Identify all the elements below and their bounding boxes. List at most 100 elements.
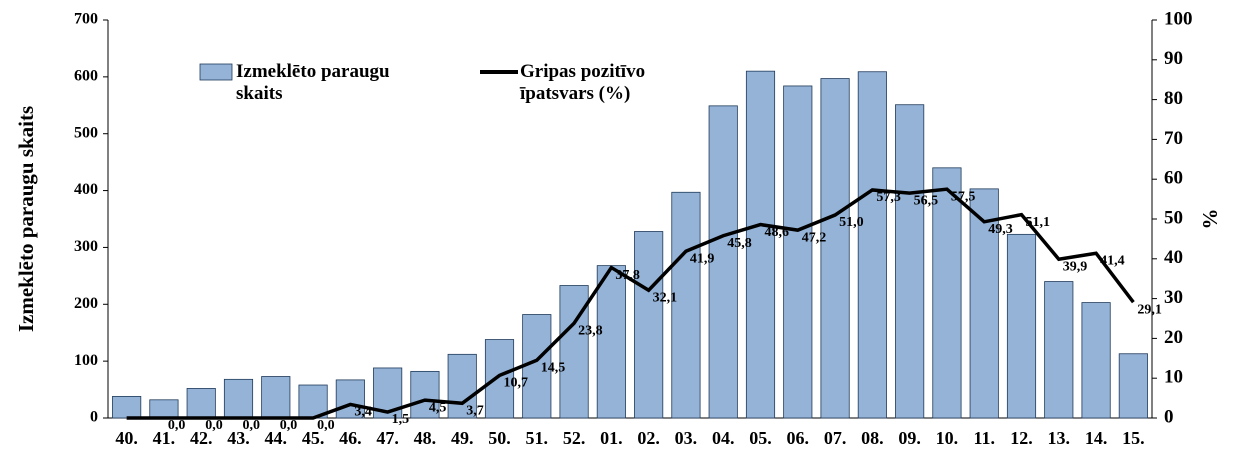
x-tick-label: 04. <box>712 428 735 448</box>
x-tick-label: 40. <box>115 428 138 448</box>
x-tick-label: 03. <box>675 428 698 448</box>
bar <box>261 376 291 419</box>
bar <box>745 70 776 419</box>
x-tick-label: 52. <box>563 428 586 448</box>
y2-tick-label: 10 <box>1164 367 1183 388</box>
y2-tick-label: 80 <box>1164 88 1183 109</box>
bar <box>298 384 328 419</box>
x-tick-label: 42. <box>190 428 213 448</box>
x-tick-label: 11. <box>973 428 995 448</box>
x-tick-label: 08. <box>861 428 884 448</box>
y2-tick-label: 0 <box>1164 406 1174 427</box>
data-label: 23,8 <box>578 323 603 338</box>
y2-tick-label: 40 <box>1164 247 1183 268</box>
bar <box>671 191 701 419</box>
data-label: 37,8 <box>615 268 640 283</box>
bar <box>783 85 813 419</box>
y-tick-label: 200 <box>74 295 98 312</box>
bar <box>1044 281 1074 419</box>
bar <box>969 188 999 419</box>
bar <box>708 105 738 419</box>
data-label: 51,1 <box>1026 215 1051 230</box>
data-label: 48,6 <box>765 225 790 240</box>
x-tick-label: 47. <box>376 428 399 448</box>
bar <box>223 378 254 419</box>
bar <box>932 167 962 419</box>
bar <box>186 388 216 419</box>
x-tick-label: 09. <box>898 428 921 448</box>
data-label: 3,4 <box>354 405 372 420</box>
data-label: 0,0 <box>205 418 223 433</box>
x-tick-label: 06. <box>787 428 810 448</box>
data-label: 0,0 <box>243 418 261 433</box>
y-tick-label: 600 <box>74 68 98 85</box>
data-label: 57,5 <box>951 189 976 204</box>
bar <box>335 379 365 419</box>
legend-swatch-bar <box>199 63 233 81</box>
line <box>126 187 1135 420</box>
x-tick-label: 51. <box>526 428 549 448</box>
data-label: 57,3 <box>876 190 901 205</box>
x-tick-label: 46. <box>339 428 362 448</box>
bar <box>112 395 142 419</box>
y2-axis-label: % <box>1198 209 1222 230</box>
x-tick-label: 41. <box>153 428 176 448</box>
data-label: 45,8 <box>727 236 752 251</box>
data-label: 29,1 <box>1137 302 1162 317</box>
y2-tick-label: 20 <box>1164 327 1183 348</box>
x-tick-label: 05. <box>749 428 772 448</box>
bar <box>895 104 925 419</box>
data-label: 3,7 <box>466 403 484 418</box>
data-label: 41,9 <box>690 251 715 266</box>
data-label: 10,7 <box>504 376 529 391</box>
data-label: 1,5 <box>392 412 410 427</box>
y2-tick-label: 50 <box>1164 207 1183 228</box>
x-tick-label: 50. <box>488 428 511 448</box>
data-label: 14,5 <box>541 361 566 376</box>
bar <box>596 265 626 419</box>
x-tick-label: 43. <box>227 428 250 448</box>
y2-tick-label: 90 <box>1164 48 1183 69</box>
data-label: 56,5 <box>914 193 939 208</box>
data-label: 47,2 <box>802 230 827 245</box>
y-axis-label: Izmeklēto paraugu skaits <box>14 106 38 332</box>
x-tick-label: 48. <box>414 428 437 448</box>
y-tick-label: 0 <box>90 409 98 426</box>
x-tick-label: 01. <box>600 428 623 448</box>
bar <box>410 370 440 419</box>
x-tick-label: 02. <box>637 428 660 448</box>
data-label: 32,1 <box>653 290 678 305</box>
y-tick-label: 500 <box>74 124 98 141</box>
y-tick-label: 100 <box>74 352 98 369</box>
bar <box>522 314 552 419</box>
y2-tick-label: 70 <box>1164 128 1183 149</box>
bar <box>634 231 664 419</box>
x-tick-label: 45. <box>302 428 325 448</box>
y-tick-label: 400 <box>74 181 98 198</box>
bar <box>1081 302 1111 419</box>
x-tick-label: 15. <box>1122 428 1145 448</box>
bar <box>1006 233 1037 419</box>
y-tick-label: 700 <box>74 11 98 28</box>
legend-label: Izmeklēto paraugu skaits <box>236 61 390 104</box>
x-tick-label: 07. <box>824 428 847 448</box>
data-label: 49,3 <box>988 222 1013 237</box>
x-tick-label: 10. <box>936 428 959 448</box>
bar <box>1118 353 1148 419</box>
bar <box>149 399 179 419</box>
x-tick-label: 14. <box>1085 428 1108 448</box>
bar <box>484 339 515 419</box>
data-label: 39,9 <box>1063 259 1088 274</box>
y2-tick-label: 60 <box>1164 168 1183 189</box>
data-label: 0,0 <box>280 418 298 433</box>
bar <box>447 353 477 419</box>
data-label: 51,0 <box>839 215 864 230</box>
data-label: 41,4 <box>1100 253 1125 268</box>
y-tick-label: 300 <box>74 238 98 255</box>
legend-label: Gripas pozitīvo īpatsvars (%) <box>520 61 646 104</box>
data-label: 4,5 <box>429 400 447 415</box>
x-tick-label: 13. <box>1048 428 1071 448</box>
bar <box>820 78 850 419</box>
